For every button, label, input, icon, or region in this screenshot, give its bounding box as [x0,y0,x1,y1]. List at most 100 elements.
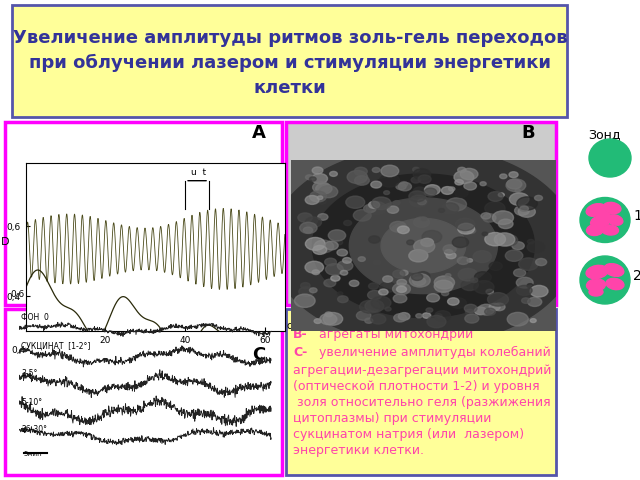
Circle shape [337,292,343,295]
Text: А-: А- [293,310,308,323]
Circle shape [355,176,369,185]
Circle shape [465,314,479,323]
Ellipse shape [607,215,623,225]
Circle shape [326,264,343,275]
Ellipse shape [604,264,624,276]
Circle shape [516,286,532,296]
Circle shape [467,259,472,262]
Circle shape [319,186,338,198]
Circle shape [520,206,529,212]
Circle shape [489,303,500,311]
Circle shape [344,220,351,226]
Circle shape [413,187,426,196]
Circle shape [324,258,337,266]
Circle shape [484,232,506,246]
Circle shape [346,196,365,208]
Ellipse shape [586,225,604,236]
Circle shape [454,170,474,183]
Circle shape [396,183,406,190]
Circle shape [435,311,451,321]
Polygon shape [381,218,466,273]
Circle shape [338,296,348,302]
Circle shape [314,319,321,324]
Circle shape [412,273,423,280]
Circle shape [508,312,528,326]
Circle shape [473,251,492,263]
Circle shape [342,258,351,263]
Circle shape [442,203,459,214]
Circle shape [355,167,367,176]
Circle shape [323,312,342,325]
Ellipse shape [586,279,605,291]
Text: Увеличение амплитуды ритмов золь-гель переходов
при облучении лазером и стимуляц: Увеличение амплитуды ритмов золь-гель пе… [13,29,567,97]
Text: A: A [252,124,266,142]
Circle shape [530,286,548,297]
Circle shape [442,187,453,194]
Circle shape [500,235,518,246]
Ellipse shape [586,204,606,216]
Circle shape [413,277,426,286]
Text: 3-5°: 3-5° [22,369,38,378]
Text: агрегации-дезагрегации митохондрий: агрегации-дезагрегации митохондрий [293,364,552,377]
Circle shape [398,182,412,191]
Circle shape [513,269,525,277]
Circle shape [517,197,538,210]
FancyBboxPatch shape [286,122,556,305]
Circle shape [337,249,348,256]
Ellipse shape [589,139,631,177]
Circle shape [337,261,353,271]
Circle shape [435,276,454,289]
Circle shape [314,240,333,253]
Circle shape [422,313,431,318]
Circle shape [509,193,529,205]
Text: с: с [287,322,292,332]
Circle shape [299,287,314,297]
Circle shape [458,167,466,173]
Circle shape [381,165,399,177]
Circle shape [493,303,505,311]
Circle shape [481,213,491,219]
Circle shape [385,307,391,311]
Circle shape [324,241,338,250]
Circle shape [471,278,478,283]
Circle shape [486,289,493,294]
Circle shape [455,189,468,197]
Circle shape [427,294,440,302]
Circle shape [438,208,445,212]
Circle shape [400,181,408,187]
Circle shape [527,297,542,306]
Polygon shape [233,123,614,369]
Circle shape [324,279,336,287]
Circle shape [474,307,486,315]
Circle shape [398,312,410,320]
Text: 5мин: 5мин [24,451,42,457]
Text: 0,6: 0,6 [11,290,25,299]
Polygon shape [270,147,577,345]
Circle shape [451,298,467,308]
Polygon shape [198,100,640,391]
Circle shape [340,270,348,275]
Circle shape [515,189,520,192]
FancyBboxPatch shape [286,309,556,475]
Circle shape [418,199,426,205]
Circle shape [435,314,442,318]
Circle shape [443,245,456,253]
Text: золя относительно геля (разжижения: золя относительно геля (разжижения [293,396,550,409]
Circle shape [467,228,476,233]
Ellipse shape [606,278,624,289]
Circle shape [325,312,332,317]
Circle shape [294,294,315,307]
Circle shape [390,221,406,232]
Circle shape [409,191,426,202]
Circle shape [313,245,327,254]
Circle shape [507,179,522,189]
Circle shape [393,270,405,278]
Circle shape [312,174,328,184]
Circle shape [445,250,453,255]
Circle shape [312,270,319,275]
Circle shape [379,289,388,295]
Circle shape [452,237,468,248]
Circle shape [522,298,530,303]
Circle shape [411,177,420,183]
Circle shape [360,174,368,180]
